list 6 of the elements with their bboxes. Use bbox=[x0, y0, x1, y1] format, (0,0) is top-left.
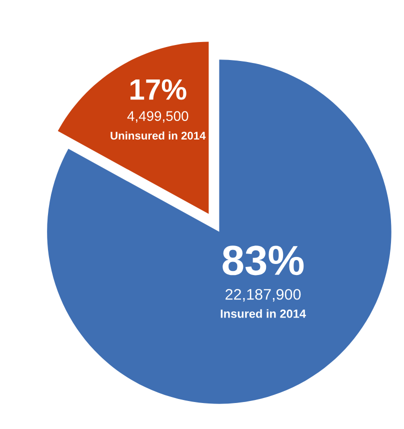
text: 4,499,500 bbox=[127, 111, 188, 123]
slice-label: Uninsured in 2014 bbox=[110, 131, 206, 140]
text: 22,187,900 bbox=[226, 288, 301, 302]
data-label: 83% bbox=[222, 246, 304, 276]
data-label: 17% bbox=[130, 79, 186, 100]
slice-label: Insured in 2014 bbox=[220, 309, 306, 318]
